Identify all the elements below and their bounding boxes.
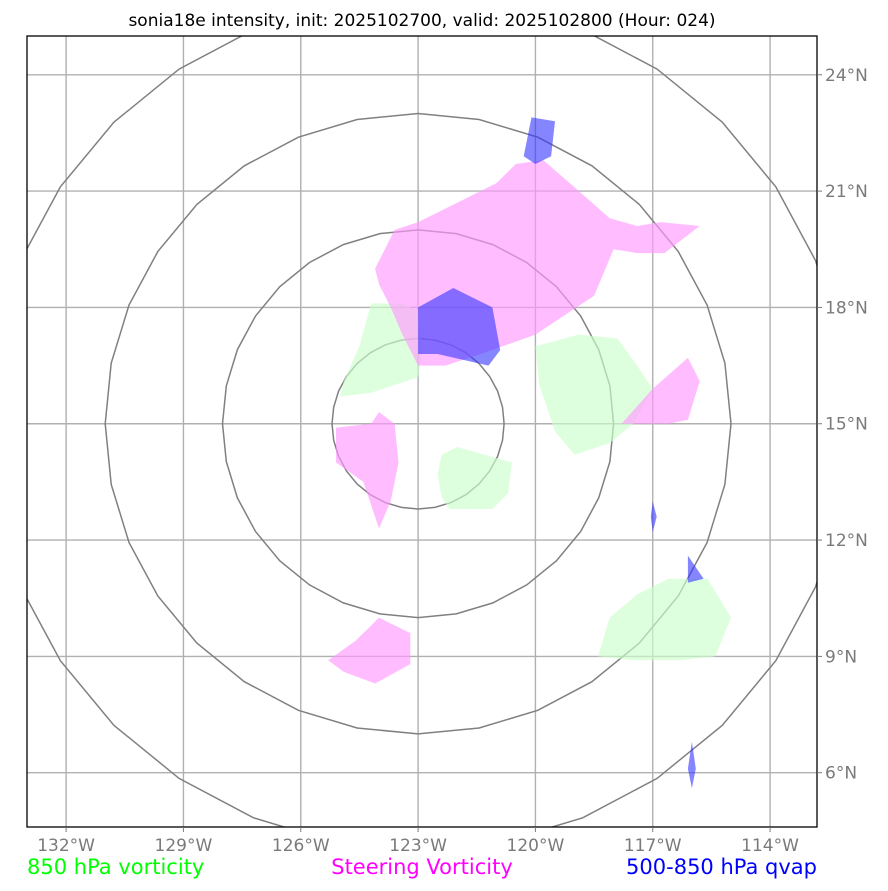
layer-2	[418, 117, 704, 789]
legend-item-0: 850 hPa vorticity	[27, 855, 204, 879]
y-tick-label-4: 18°N	[825, 298, 868, 318]
distance-ring-3	[27, 36, 817, 827]
distance-rings	[27, 36, 817, 827]
x-tick-label-1: 129°W	[155, 836, 213, 856]
x-tick-label-5: 117°W	[624, 836, 682, 856]
y-tick-label-3: 15°N	[825, 415, 868, 435]
layer-1-polygon-2	[621, 357, 700, 424]
legend: 850 hPa vorticity Steering Vorticity 500-8…	[27, 855, 817, 879]
plot-frame	[26, 35, 818, 828]
layer-2-polygon-2	[650, 501, 657, 533]
layer-1-polygon-1	[336, 412, 399, 529]
layer-1-polygon-3	[328, 617, 411, 684]
y-axis-ticks: 6°N 9°N 12°N 15°N 18°N 21°N 24°N	[817, 66, 868, 784]
legend-item-2: 500-850 hPa qvap	[626, 855, 817, 879]
y-tick-label-0: 6°N	[825, 764, 857, 784]
x-axis-ticks: 132°W 129°W 126°W 123°W 120°W 117°W 114°W	[37, 827, 799, 856]
layer-2-polygon-0	[523, 117, 555, 164]
layer-2-polygon-3	[687, 555, 704, 583]
layer-0-polygon-3	[598, 578, 731, 661]
gridlines	[27, 36, 817, 827]
distance-ring-2	[104, 112, 732, 735]
layer-0-polygon-2	[535, 334, 653, 455]
layer-2-polygon-1	[418, 288, 501, 366]
x-tick-label-6: 114°W	[741, 836, 799, 856]
x-tick-label-0: 132°W	[37, 836, 95, 856]
contour-overlays	[328, 117, 731, 789]
x-tick-label-2: 126°W	[272, 836, 330, 856]
y-tick-label-6: 24°N	[825, 66, 868, 86]
layer-0-polygon-1	[437, 447, 512, 509]
y-tick-label-5: 21°N	[825, 182, 868, 202]
legend-item-1: Steering Vorticity	[331, 855, 513, 879]
y-tick-label-2: 12°N	[825, 531, 868, 551]
layer-2-polygon-4	[687, 741, 696, 789]
chart-title: sonia18e intensity, init: 2025102700, va…	[128, 11, 715, 31]
y-tick-label-1: 9°N	[825, 647, 857, 667]
x-tick-label-3: 123°W	[389, 836, 447, 856]
x-tick-label-4: 120°W	[507, 836, 565, 856]
